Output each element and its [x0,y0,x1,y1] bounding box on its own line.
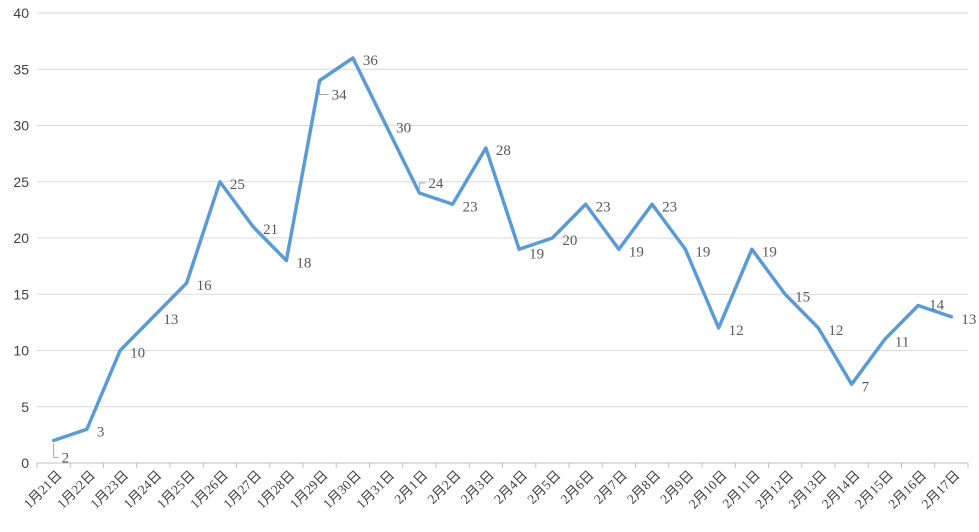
data-label-leader-line [53,443,59,458]
data-point-label: 18 [296,256,311,272]
data-point-label: 2 [62,451,70,467]
y-axis-tick-label: 35 [13,61,29,77]
y-axis-tick-label: 20 [13,230,29,246]
data-label-leader-line [319,83,329,95]
data-point-label: 19 [529,246,544,262]
x-axis-tick-label: 2月7日 [591,468,630,507]
x-axis-tick-label: 2月6日 [558,468,597,507]
y-axis-tick-label: 40 [13,5,29,21]
x-axis-tick-label: 2月1日 [391,468,430,507]
y-axis-tick-label: 5 [21,399,29,415]
y-axis-tick-label: 15 [13,286,29,302]
data-point-label: 13 [961,312,976,328]
x-axis-tick-label: 2月2日 [425,468,464,507]
data-point-label: 23 [463,199,478,215]
x-axis-tick-label: 2月8日 [624,468,663,507]
data-point-label: 25 [230,177,245,193]
data-point-label: 20 [562,233,577,249]
data-point-label: 12 [729,323,744,339]
data-point-label: 14 [929,298,945,314]
data-point-label: 21 [263,222,278,238]
y-axis-tick-label: 30 [13,118,29,134]
data-point-label: 15 [795,289,810,305]
data-point-label: 23 [596,199,611,215]
data-point-label: 7 [862,379,870,395]
y-axis-tick-label: 25 [13,174,29,190]
data-point-label: 16 [197,278,213,294]
data-label-leader-line [418,182,426,190]
data-point-label: 19 [695,244,710,260]
data-point-label: 23 [662,199,677,215]
data-point-label: 11 [895,334,909,350]
data-point-label: 12 [828,323,843,339]
data-point-label: 34 [332,88,348,104]
data-point-label: 30 [396,121,411,137]
data-point-label: 10 [130,346,145,362]
data-point-label: 19 [629,244,644,260]
x-axis-tick-label: 2月5日 [524,468,563,507]
data-point-label: 13 [163,312,178,328]
y-axis-tick-label: 0 [21,455,29,471]
data-series-line [51,56,954,443]
data-point-label: 3 [97,424,105,440]
data-point-label: 28 [496,143,511,159]
data-point-label: 36 [363,53,379,69]
data-point-label: 19 [762,244,777,260]
x-axis-tick-label: 2月4日 [491,468,530,507]
data-point-label: 24 [428,176,444,192]
y-axis-tick-label: 10 [13,343,29,359]
x-axis-tick-label: 2月3日 [458,468,497,507]
